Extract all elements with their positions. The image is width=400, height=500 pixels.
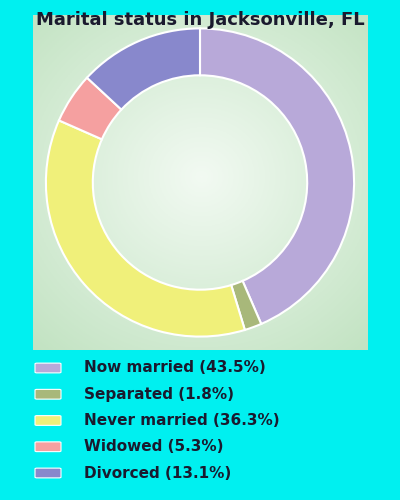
FancyBboxPatch shape [35,442,61,452]
Wedge shape [87,28,200,110]
FancyBboxPatch shape [35,390,61,399]
Text: Now married (43.5%): Now married (43.5%) [84,360,266,376]
FancyBboxPatch shape [35,363,61,373]
Text: Separated (1.8%): Separated (1.8%) [84,387,234,402]
Text: Divorced (13.1%): Divorced (13.1%) [84,466,231,480]
FancyBboxPatch shape [35,416,61,426]
Wedge shape [59,78,121,140]
Text: Never married (36.3%): Never married (36.3%) [84,413,280,428]
Text: Widowed (5.3%): Widowed (5.3%) [84,439,224,454]
Wedge shape [46,120,245,336]
Wedge shape [200,28,354,324]
Wedge shape [231,281,261,330]
Text: Marital status in Jacksonville, FL: Marital status in Jacksonville, FL [36,11,364,29]
FancyBboxPatch shape [35,468,61,478]
